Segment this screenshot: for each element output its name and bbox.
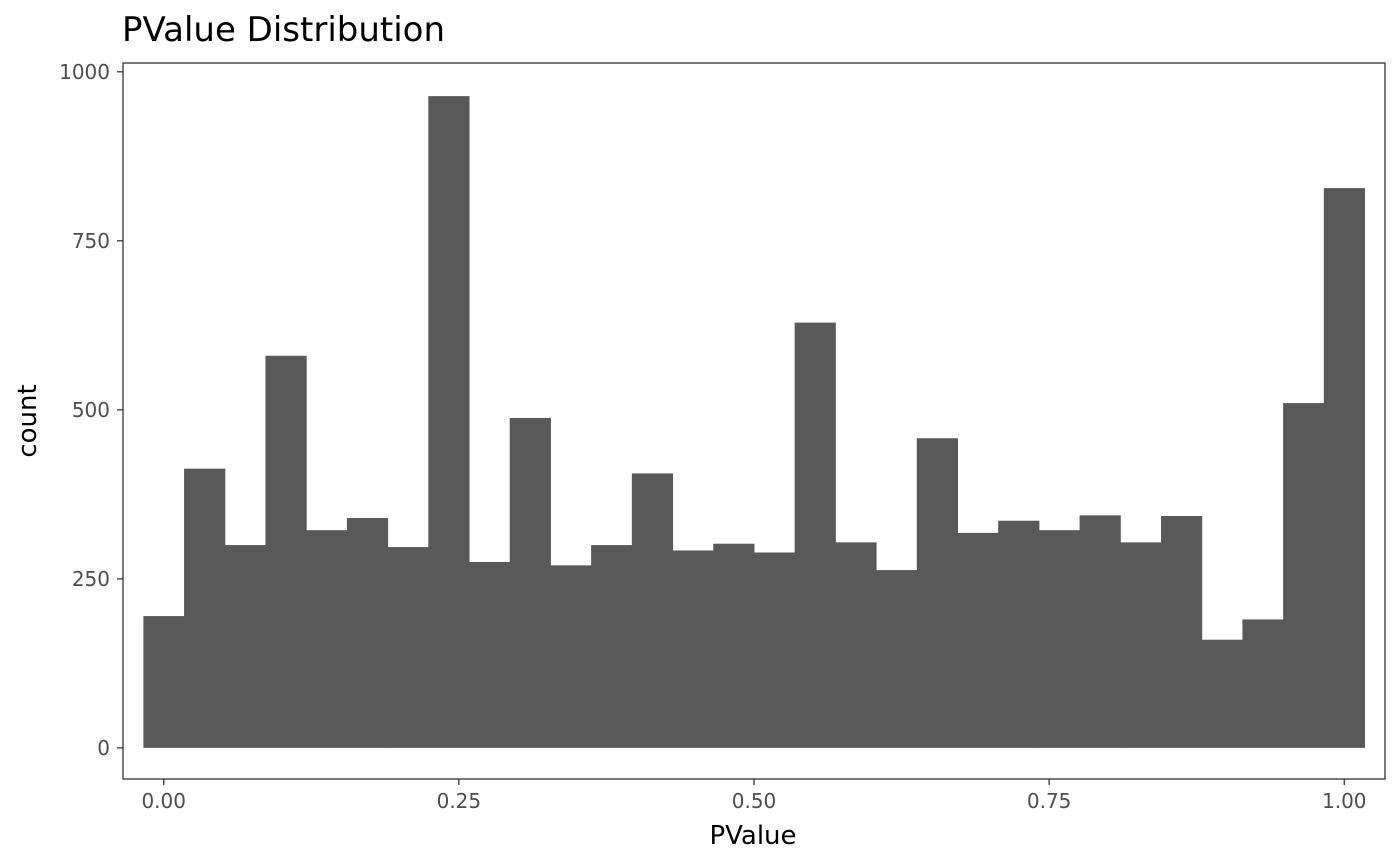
- histogram-bar: [1242, 619, 1284, 748]
- histogram-bar: [591, 545, 633, 748]
- histogram-bar: [876, 570, 918, 748]
- histogram-bar: [998, 520, 1040, 748]
- histogram-bar: [346, 518, 389, 748]
- histogram-bar: [916, 438, 958, 748]
- bars-group: [143, 96, 1366, 748]
- x-tick-label: 0.50: [732, 789, 777, 813]
- histogram-bar: [1161, 515, 1203, 748]
- chart-title: PValue Distribution: [122, 10, 445, 50]
- histogram-bar: [794, 322, 836, 748]
- histogram-bar: [265, 355, 307, 748]
- histogram-bar: [224, 545, 266, 748]
- y-axis-title: count: [13, 384, 43, 457]
- histogram-bar: [306, 530, 348, 748]
- y-axis: 0 250 500 750 1000: [59, 60, 123, 760]
- x-tick-label: 0.25: [437, 789, 482, 813]
- x-axis-title: PValue: [709, 821, 796, 851]
- histogram-bar: [1079, 515, 1121, 748]
- x-axis: 0.00 0.25 0.50 0.75 1.00: [141, 779, 1367, 813]
- histogram-bar: [753, 552, 796, 748]
- histogram-bar: [1038, 530, 1081, 748]
- y-tick-label: 750: [72, 229, 110, 253]
- y-tick-label: 1000: [59, 60, 110, 84]
- x-tick-label: 0.75: [1027, 789, 1072, 813]
- y-tick-label: 0: [97, 736, 110, 760]
- histogram-bar: [184, 468, 226, 748]
- histogram-bar: [1120, 542, 1162, 748]
- histogram-bar: [1283, 403, 1325, 748]
- histogram-bar: [672, 550, 714, 748]
- histogram-bar: [1323, 188, 1366, 748]
- histogram-bar: [428, 96, 470, 748]
- histogram-bar: [957, 532, 999, 748]
- y-tick-label: 250: [72, 567, 110, 591]
- histogram-bar: [509, 417, 551, 748]
- histogram-bar: [713, 543, 755, 748]
- histogram-bar: [631, 473, 674, 748]
- y-tick-label: 500: [72, 398, 110, 422]
- histogram-bar: [550, 565, 592, 748]
- histogram-bar: [143, 616, 185, 748]
- histogram-bar: [835, 542, 877, 748]
- histogram-bar: [1201, 639, 1243, 748]
- histogram-bar: [469, 561, 511, 748]
- histogram-bar: [387, 547, 429, 748]
- x-tick-label: 1.00: [1322, 789, 1367, 813]
- x-tick-label: 0.00: [141, 789, 186, 813]
